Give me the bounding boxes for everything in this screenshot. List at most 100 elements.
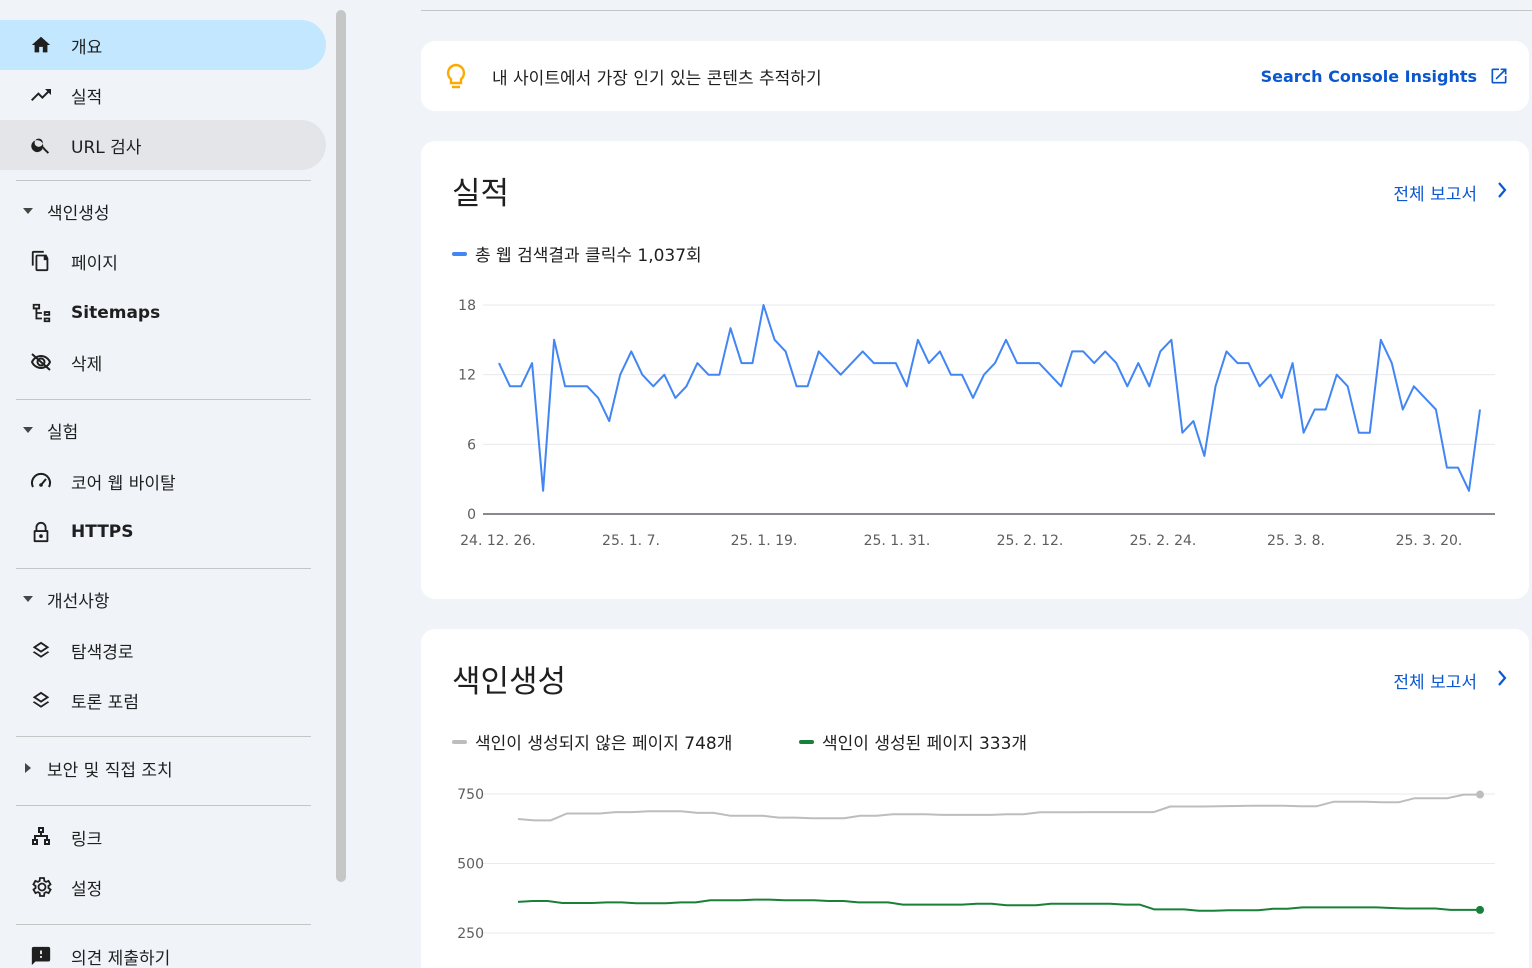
section-label: 보안 및 직접 조치 <box>47 760 173 781</box>
divider <box>16 924 311 925</box>
open-in-new-icon[interactable] <box>1489 66 1509 90</box>
divider <box>16 568 311 569</box>
gear-icon <box>28 875 54 899</box>
x-tick-label: 25. 3. 8. <box>1267 533 1325 549</box>
x-tick-label: 25. 2. 24. <box>1130 533 1197 549</box>
lightbulb-icon <box>445 63 467 95</box>
sidebar-item-performance[interactable]: 실적 <box>0 70 326 120</box>
sidebar-item-url-inspection[interactable]: URL 검사 <box>0 120 326 170</box>
indexing-legend-not-indexed: 색인이 생성되지 않은 페이지 748개 <box>452 729 732 754</box>
pages-icon <box>28 249 54 273</box>
y-tick-label: 750 <box>457 787 484 803</box>
legend-swatch <box>799 739 814 744</box>
indexing-chart: 250 500 750 <box>457 787 1495 942</box>
insights-card: 내 사이트에서 가장 인기 있는 콘텐츠 추적하기 Search Console… <box>421 41 1529 111</box>
caret-down-icon <box>22 593 34 605</box>
y-tick-label: 250 <box>457 926 484 942</box>
sidebar-item-label: 페이지 <box>71 253 118 274</box>
legend-label: 색인이 생성되지 않은 페이지 748개 <box>475 734 733 754</box>
series-end-point <box>1476 790 1484 799</box>
sidebar-item-https[interactable]: HTTPS <box>0 507 326 557</box>
indexing-full-report-link[interactable]: 전체 보고서 <box>1393 673 1477 693</box>
x-tick-label: 25. 2. 12. <box>997 533 1064 549</box>
section-experience[interactable]: 실험 <box>0 410 320 450</box>
sidebar-item-label: Sitemaps <box>71 303 161 323</box>
sidebar-scrollbar[interactable] <box>336 10 346 882</box>
y-tick-label: 18 <box>458 298 476 314</box>
y-tick-label: 12 <box>458 368 476 384</box>
visibility-off-icon <box>28 350 54 374</box>
caret-right-icon <box>22 762 34 774</box>
sidebar-item-feedback[interactable]: 의견 제출하기 <box>0 931 326 968</box>
x-tick-label: 25. 3. 20. <box>1396 533 1463 549</box>
caret-down-icon <box>22 205 34 217</box>
sidebar-item-breadcrumbs[interactable]: 탐색경로 <box>0 625 326 675</box>
performance-legend: 총 웹 검색결과 클릭수 1,037회 <box>452 241 702 266</box>
legend-swatch <box>452 739 467 744</box>
divider <box>16 399 311 400</box>
x-tick-label: 25. 1. 7. <box>602 533 660 549</box>
series-end-point <box>1476 905 1484 914</box>
section-security[interactable]: 보안 및 직접 조치 <box>0 748 320 788</box>
x-tick-label: 25. 1. 19. <box>731 533 798 549</box>
sidebar-item-links[interactable]: 링크 <box>0 812 326 862</box>
sidebar-item-label: 탐색경로 <box>71 642 134 663</box>
sidebar-item-pages[interactable]: 페이지 <box>0 236 326 286</box>
section-enhancements[interactable]: 개선사항 <box>0 579 320 619</box>
chevron-right-icon[interactable] <box>1497 182 1507 202</box>
divider <box>16 805 311 806</box>
sitemap-icon <box>28 301 54 325</box>
sidebar-item-discussion-forum[interactable]: 토론 포럼 <box>0 675 326 725</box>
search-console-insights-link[interactable]: Search Console Insights <box>1260 67 1477 86</box>
chevron-right-icon[interactable] <box>1497 670 1507 690</box>
sidebar-item-label: 개요 <box>71 37 103 58</box>
sidebar-item-label: 토론 포럼 <box>71 692 139 713</box>
legend-label: 색인이 생성된 페이지 333개 <box>822 734 1028 754</box>
sidebar-item-overview[interactable]: 개요 <box>0 20 326 70</box>
series-line <box>498 304 1481 492</box>
indexing-title: 색인생성 <box>452 664 567 700</box>
layers-icon <box>28 638 54 662</box>
indexing-legend-indexed: 색인이 생성된 페이지 333개 <box>799 729 1027 754</box>
section-label: 색인생성 <box>47 203 110 224</box>
performance-full-report-link[interactable]: 전체 보고서 <box>1393 185 1477 205</box>
sidebar-item-sitemaps[interactable]: Sitemaps <box>0 288 326 338</box>
top-divider <box>421 10 1532 11</box>
performance-card: 실적 전체 보고서 총 웹 검색결과 클릭수 1,037회 0 6 12 18 24. … <box>421 141 1529 599</box>
section-indexing[interactable]: 색인생성 <box>0 191 320 231</box>
x-tick-label: 24. 12. 26. <box>460 533 536 549</box>
y-tick-label: 500 <box>457 857 484 873</box>
links-icon <box>28 825 54 849</box>
sidebar-item-label: HTTPS <box>71 522 134 542</box>
sidebar: 개요 실적 URL 검사 색인생성 페이지 Sitemaps 삭제 <box>0 0 340 968</box>
insights-text: 내 사이트에서 가장 인기 있는 콘텐츠 추적하기 <box>492 69 822 89</box>
search-icon <box>28 133 54 157</box>
feedback-icon <box>28 944 54 968</box>
speed-gauge-icon <box>28 469 54 493</box>
sidebar-item-label: 링크 <box>71 829 103 850</box>
caret-down-icon <box>22 424 34 436</box>
series-line <box>517 898 1480 912</box>
indexing-card: 색인생성 전체 보고서 색인이 생성되지 않은 페이지 748개 색인이 생성된… <box>421 629 1529 968</box>
sidebar-item-label: 코어 웹 바이탈 <box>71 473 176 494</box>
y-tick-label: 0 <box>467 507 476 523</box>
section-label: 개선사항 <box>47 591 110 612</box>
home-icon <box>28 33 54 57</box>
trending-up-icon <box>28 83 54 107</box>
legend-label: 총 웹 검색결과 클릭수 1,037회 <box>475 246 702 266</box>
divider <box>16 180 311 181</box>
divider <box>16 736 311 737</box>
layers-icon <box>28 688 54 712</box>
sidebar-item-core-web-vitals[interactable]: 코어 웹 바이탈 <box>0 456 326 506</box>
sidebar-item-settings[interactable]: 설정 <box>0 862 326 912</box>
sidebar-item-removals[interactable]: 삭제 <box>0 337 326 387</box>
lock-icon <box>28 520 54 544</box>
section-label: 실험 <box>47 422 79 443</box>
performance-chart: 0 6 12 18 24. 12. 26. 25. 1. 7. 25. 1. 19. 25. … <box>458 298 1495 549</box>
y-tick-label: 6 <box>467 437 476 453</box>
sidebar-item-label: 의견 제출하기 <box>71 948 171 968</box>
x-tick-label: 25. 1. 31. <box>864 533 931 549</box>
sidebar-item-label: 설정 <box>71 879 103 900</box>
sidebar-item-label: URL 검사 <box>71 137 142 158</box>
series-line <box>517 793 1480 822</box>
